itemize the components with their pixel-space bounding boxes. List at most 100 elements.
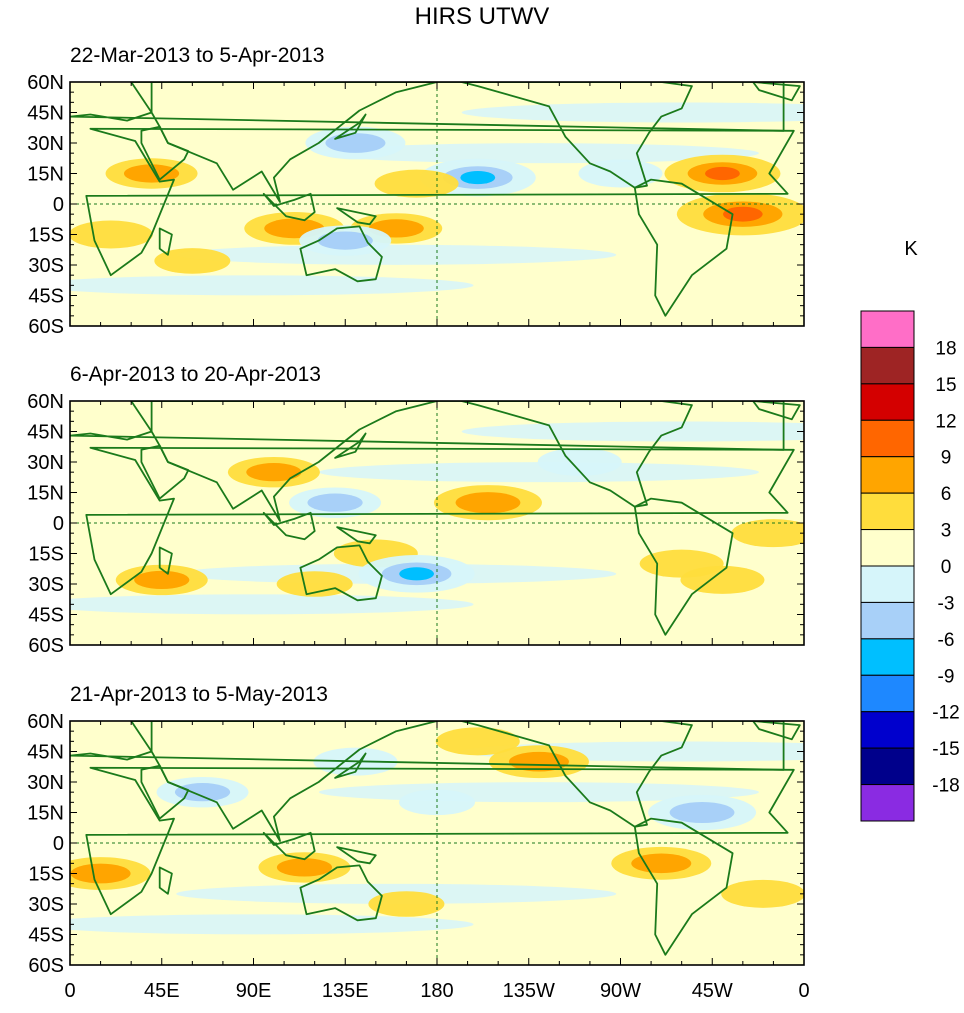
anomaly-core: [123, 164, 180, 183]
anomaly-blob: [731, 519, 804, 548]
anomaly-core: [134, 570, 190, 590]
coastline: [460, 401, 693, 508]
y-tick-label: 15S: [28, 864, 64, 886]
coastline: [150, 82, 438, 203]
y-tick-label: 15S: [28, 225, 64, 247]
anomaly-core: [70, 863, 131, 884]
colorbar-swatch: [860, 456, 915, 494]
colorbar-swatch: [860, 310, 915, 348]
y-tick-label: 30N: [27, 452, 64, 474]
y-tick-label: 60S: [28, 955, 64, 977]
y-tick-label: 0: [53, 513, 64, 535]
colorbar-label: -9: [938, 666, 955, 687]
coastline: [334, 432, 367, 459]
coastline: [85, 127, 795, 277]
anomaly-blob: [154, 248, 231, 274]
panel-subtitle: 6-Apr-2013 to 20-Apr-2013: [70, 363, 321, 386]
y-tick-label: 15N: [27, 164, 64, 186]
anomaly-band: [461, 102, 804, 123]
colorbar-swatch: [860, 565, 915, 603]
y-tick-label: 60N: [27, 72, 64, 94]
map-panel-3: 60N 45N 30N 15N 0 15S 30S 45S 60S 21-Apr-2013 to …: [27, 683, 805, 977]
colorbar-label: -12: [932, 703, 959, 724]
colorbar-swatch: [860, 674, 915, 713]
y-tick-label: 60N: [27, 711, 64, 733]
anomaly-band: [70, 914, 474, 935]
coastline: [752, 82, 801, 102]
coastline: [158, 546, 173, 575]
anomaly-core: [317, 231, 373, 250]
colorbar-label: 0: [941, 557, 952, 578]
coastlines: [70, 721, 801, 956]
anomaly-blob: [537, 448, 622, 476]
anomaly-band: [318, 143, 759, 164]
anomaly-core: [174, 783, 231, 802]
colorbar-swatch: [860, 529, 915, 567]
coastline: [70, 721, 785, 771]
colorbar-swatch: [860, 784, 915, 822]
y-tick-label: 0: [53, 833, 64, 855]
colorbar-label: 15: [935, 375, 956, 396]
anomaly-blob: [276, 571, 353, 597]
y-tick-label: 30S: [28, 894, 64, 916]
coastline: [150, 721, 438, 842]
anomaly-peak: [705, 166, 740, 181]
colorbar-unit: K: [904, 238, 918, 260]
anomaly-core: [325, 133, 386, 153]
anomaly-blob: [399, 789, 475, 816]
colorbar-swatch: [860, 601, 915, 640]
colorbar-swatch: [860, 638, 915, 676]
anomaly-core: [276, 858, 333, 877]
anomaly-core: [508, 751, 569, 772]
coastline: [262, 192, 316, 222]
anomaly-band: [70, 275, 474, 296]
coastline: [70, 401, 785, 451]
colorbar-swatch: [860, 711, 915, 749]
coastline: [85, 446, 795, 596]
colorbar-swatch: [860, 346, 915, 385]
x-tick-label: 180: [420, 980, 453, 1002]
x-tick-label: 0: [798, 980, 809, 1002]
colorbar-label: -18: [932, 776, 959, 797]
y-tick-label: 45S: [28, 605, 64, 627]
anomaly-blob: [70, 220, 153, 249]
x-tick-label: 0: [64, 980, 75, 1002]
anomaly-peak: [460, 170, 496, 185]
colorbar-label: 3: [941, 521, 952, 542]
coastline: [336, 207, 377, 226]
colorbar-label: -3: [938, 593, 955, 614]
anomaly-field: [70, 727, 804, 935]
coastline: [752, 721, 801, 741]
y-tick-label: 30N: [27, 772, 64, 794]
anomaly-band: [70, 594, 474, 615]
map-panel-2: 60N 45N 30N 15N 0 15S 30S 45S 60S 6-Apr-2013 to 2…: [27, 363, 805, 657]
colorbar-swatch: [860, 492, 915, 531]
colorbar-label: -6: [938, 630, 955, 651]
coastline: [262, 831, 316, 861]
coastline: [70, 82, 785, 132]
y-tick-label: 30N: [27, 133, 64, 155]
coastline: [150, 401, 438, 522]
coastline: [633, 497, 734, 636]
coastline: [334, 113, 367, 140]
anomaly-blob: [435, 727, 520, 756]
anomaly-band: [176, 244, 617, 265]
anomaly-core: [455, 492, 521, 514]
anomaly-blob: [721, 879, 804, 908]
map-panel-1: 60N 45N 30N 15N 0 15S 30S 45S 60S 22-Mar-2013 to …: [27, 44, 805, 338]
colorbar-label: 12: [935, 411, 956, 432]
coastline: [299, 864, 383, 922]
coastline: [336, 846, 377, 865]
coastline: [299, 544, 383, 602]
coastline: [460, 721, 693, 828]
panel-subtitle: 22-Mar-2013 to 5-Apr-2013: [70, 44, 324, 67]
anomaly-core: [669, 801, 735, 824]
x-tick-label: 45E: [144, 980, 180, 1002]
coastline: [336, 526, 377, 545]
coastlines: [70, 82, 801, 317]
x-tick-label: 90E: [236, 980, 272, 1002]
colorbar-label: 6: [941, 484, 952, 505]
colorbar-label: 9: [941, 448, 952, 469]
y-tick-label: 45N: [27, 103, 64, 125]
